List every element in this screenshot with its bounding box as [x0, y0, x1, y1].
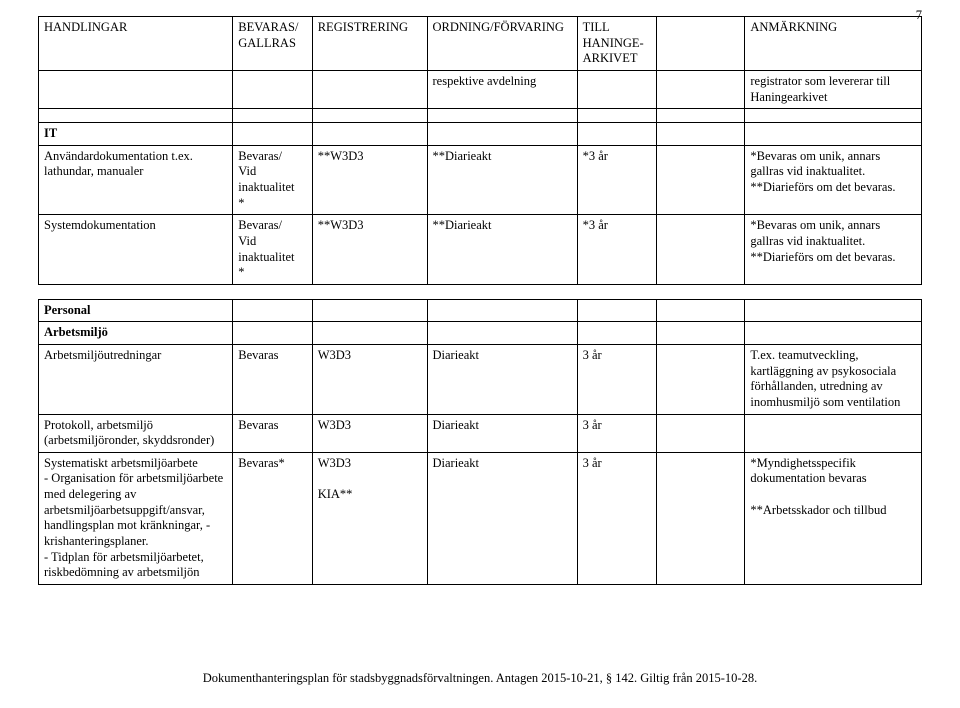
cell: **W3D3 [312, 215, 427, 285]
cell [657, 345, 745, 415]
cell: Bevaras/ Vid inaktualitet * [233, 145, 312, 215]
cell: 3 år [577, 452, 656, 584]
cell: **Diarieakt [427, 215, 577, 285]
col-header: ANMÄRKNING [745, 17, 922, 71]
cell: **Diarieakt [427, 145, 577, 215]
footer-text: Dokumenthanteringsplan för stadsbyggnads… [0, 671, 960, 686]
cell: W3D3 [312, 345, 427, 415]
cell [233, 70, 312, 108]
table-row: Protokoll, arbetsmiljö (arbetsmiljöronde… [39, 414, 922, 452]
page: 7 HANDLINGAR BEVARAS/ GALLRAS REGISTRERI… [0, 0, 960, 708]
table-row: Personal [39, 299, 922, 322]
cell: Systemdokumentation [39, 215, 233, 285]
cell: W3D3 KIA** [312, 452, 427, 584]
cell: Bevaras [233, 414, 312, 452]
table-row-empty [39, 109, 922, 123]
cell: *3 år [577, 215, 656, 285]
col-header [657, 17, 745, 71]
cell [39, 70, 233, 108]
table-row: respektive avdelning registrator som lev… [39, 70, 922, 108]
cell: *3 år [577, 145, 656, 215]
cell [657, 70, 745, 108]
cell: Diarieakt [427, 414, 577, 452]
table-row: Systemdokumentation Bevaras/ Vid inaktua… [39, 215, 922, 285]
cell: Protokoll, arbetsmiljö (arbetsmiljöronde… [39, 414, 233, 452]
cell: *Myndighetsspecifik dokumentation bevara… [745, 452, 922, 584]
cell [745, 414, 922, 452]
cell: 3 år [577, 414, 656, 452]
col-header: REGISTRERING [312, 17, 427, 71]
col-header: HANDLINGAR [39, 17, 233, 71]
table-row: Arbetsmiljöutredningar Bevaras W3D3 Diar… [39, 345, 922, 415]
cell: respektive avdelning [427, 70, 577, 108]
cell: W3D3 [312, 414, 427, 452]
main-table-header: HANDLINGAR BEVARAS/ GALLRAS REGISTRERING… [38, 16, 922, 285]
cell: Diarieakt [427, 452, 577, 584]
table-row: Användardokumentation t.ex. lathundar, m… [39, 145, 922, 215]
cell: Diarieakt [427, 345, 577, 415]
cell: Systematiskt arbetsmiljöarbete - Organis… [39, 452, 233, 584]
cell [657, 452, 745, 584]
section-subheading: Arbetsmiljö [39, 322, 233, 345]
section-heading: Personal [39, 299, 233, 322]
table-row: IT [39, 123, 922, 146]
table-row: Arbetsmiljö [39, 322, 922, 345]
table-header-row: HANDLINGAR BEVARAS/ GALLRAS REGISTRERING… [39, 17, 922, 71]
cell: Bevaras [233, 345, 312, 415]
cell: T.ex. teamutveckling, kartläggning av ps… [745, 345, 922, 415]
col-header: TILL HANINGE- ARKIVET [577, 17, 656, 71]
cell [312, 70, 427, 108]
section-heading: IT [39, 123, 233, 146]
cell [657, 215, 745, 285]
col-header: BEVARAS/ GALLRAS [233, 17, 312, 71]
cell: Användardokumentation t.ex. lathundar, m… [39, 145, 233, 215]
cell [657, 414, 745, 452]
cell [657, 145, 745, 215]
cell: registrator som levererar till Haningear… [745, 70, 922, 108]
cell [577, 70, 656, 108]
cell: Arbetsmiljöutredningar [39, 345, 233, 415]
cell: Bevaras* [233, 452, 312, 584]
table-row: Systematiskt arbetsmiljöarbete - Organis… [39, 452, 922, 584]
page-number: 7 [916, 8, 922, 23]
personal-table: Personal Arbetsmiljö Arbetsmiljöutrednin… [38, 299, 922, 585]
cell: Bevaras/ Vid inaktualitet * [233, 215, 312, 285]
cell: 3 år [577, 345, 656, 415]
cell: *Bevaras om unik, annars gallras vid ina… [745, 145, 922, 215]
cell: **W3D3 [312, 145, 427, 215]
cell: *Bevaras om unik, annars gallras vid ina… [745, 215, 922, 285]
col-header: ORDNING/FÖRVARING [427, 17, 577, 71]
